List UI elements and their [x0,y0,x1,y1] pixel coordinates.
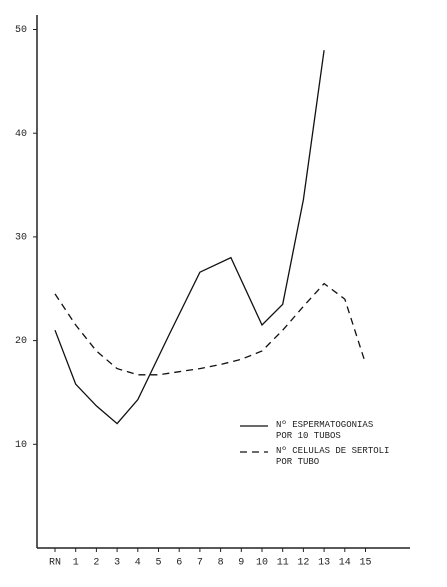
y-tick-label: 10 [15,440,27,451]
y-tick-label: 20 [15,336,27,347]
x-tick-label: 10 [256,558,268,569]
x-tick-label: 12 [297,558,309,569]
x-tick-label: 11 [277,558,289,569]
x-tick-label: 4 [135,558,141,569]
legend-label: Nº CELULAS DE SERTOLI POR TUBO [276,446,390,467]
x-tick-label: 2 [93,558,99,569]
legend-label: Nº ESPERMATOGONIAS POR 10 TUBOS [276,420,374,441]
x-tick-label: 6 [176,558,182,569]
x-tick-label: 9 [238,558,244,569]
series-line [54,50,325,425]
x-tick-label: 8 [218,558,224,569]
x-tick-label: 1 [73,558,79,569]
x-tick-label: 7 [197,558,203,569]
x-tick-label: 5 [155,558,161,569]
x-tick-label: 13 [318,558,330,569]
x-tick-label: RN [49,558,61,569]
y-tick-label: 50 [15,25,27,36]
x-tick-label: 14 [339,558,351,569]
x-tick-label: 3 [114,558,120,569]
y-tick-label: 40 [15,129,27,140]
y-tick-label: 30 [15,233,27,244]
x-tick-label: 15 [359,558,371,569]
series-line [54,282,367,376]
